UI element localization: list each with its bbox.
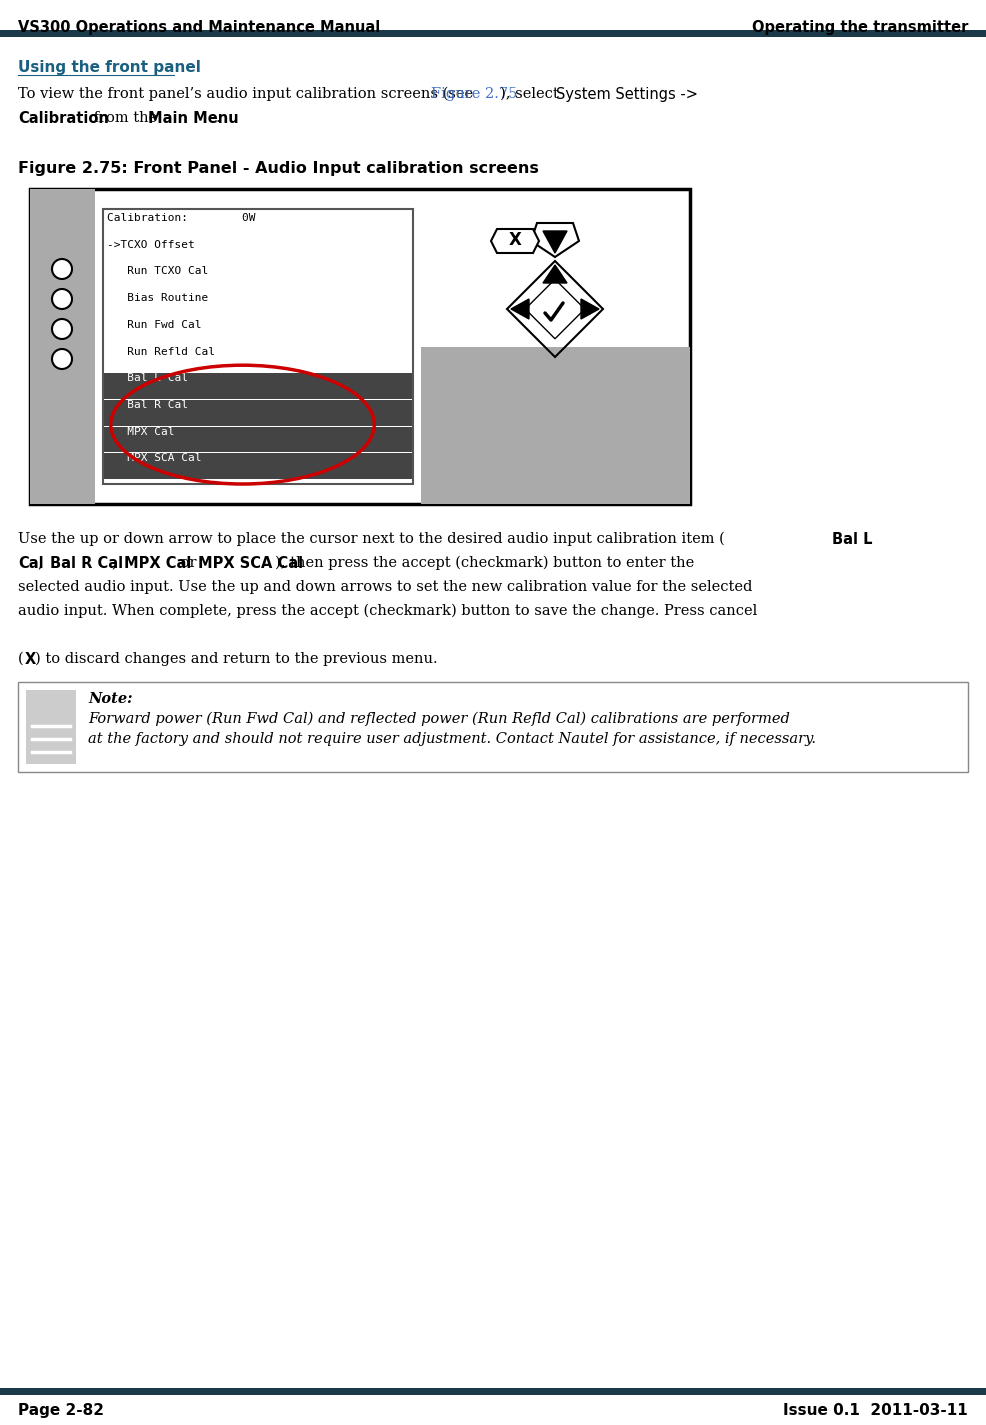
Text: ), then press the accept (checkmark) button to enter the: ), then press the accept (checkmark) but… (275, 556, 694, 570)
Text: Bal R Cal: Bal R Cal (50, 556, 123, 571)
Text: or: or (176, 556, 201, 570)
Polygon shape (543, 231, 567, 254)
Text: Using the front panel: Using the front panel (18, 60, 201, 76)
Text: (: ( (18, 653, 24, 665)
Bar (26, 690, 76, 764)
Text: audio input. When complete, press the accept (checkmark) button to save the chan: audio input. When complete, press the ac… (18, 604, 757, 618)
Text: Run Fwd Cal: Run Fwd Cal (107, 319, 201, 329)
Text: ) to discard changes and return to the previous menu.: ) to discard changes and return to the p… (35, 653, 438, 667)
Polygon shape (511, 299, 529, 319)
Text: Use the up or down arrow to place the cursor next to the desired audio input cal: Use the up or down arrow to place the cu… (18, 532, 725, 546)
Bar (30, 190, 690, 504)
Text: Cal: Cal (18, 556, 43, 571)
Text: Page 2-82: Page 2-82 (18, 1404, 104, 1418)
Circle shape (52, 289, 72, 309)
Text: Calibration: Calibration (18, 111, 108, 125)
Text: Figure 2.75: Front Panel - Audio Input calibration screens: Figure 2.75: Front Panel - Audio Input c… (18, 161, 539, 177)
Polygon shape (491, 229, 539, 254)
Polygon shape (543, 265, 567, 284)
Text: Figure 2.75: Figure 2.75 (431, 87, 518, 101)
Text: at the factory and should not require user adjustment. Contact Nautel for assist: at the factory and should not require us… (88, 732, 816, 747)
Text: Calibration:        0W: Calibration: 0W (107, 212, 255, 222)
Text: MPX SCA Cal: MPX SCA Cal (107, 453, 201, 463)
Circle shape (52, 319, 72, 339)
Text: MPX Cal: MPX Cal (124, 556, 191, 571)
Polygon shape (526, 279, 585, 339)
Polygon shape (581, 299, 599, 319)
Text: VS300 Operations and Maintenance Manual: VS300 Operations and Maintenance Manual (18, 20, 381, 36)
Bar (104, 400, 412, 426)
Bar (0, 30, 986, 37)
Text: selected audio input. Use the up and down arrows to set the new calibration valu: selected audio input. Use the up and dow… (18, 580, 752, 594)
Text: .: . (216, 111, 221, 125)
Text: Bal R Cal: Bal R Cal (107, 400, 188, 410)
Text: Forward power (Run Fwd Cal) and reflected power (Run Refld Cal) calibrations are: Forward power (Run Fwd Cal) and reflecte… (88, 712, 790, 727)
Text: Issue 0.1  2011-03-11: Issue 0.1 2011-03-11 (783, 1404, 968, 1418)
Text: Note:: Note: (88, 693, 132, 705)
Bar (104, 453, 412, 479)
Text: ), select: ), select (500, 87, 563, 101)
Text: Bal L: Bal L (832, 532, 873, 547)
Bar (104, 373, 412, 399)
Text: System Settings ->: System Settings -> (556, 87, 698, 103)
Bar (103, 209, 413, 484)
Text: MPX SCA Cal: MPX SCA Cal (198, 556, 303, 571)
Bar (421, 348, 690, 504)
Text: from the: from the (89, 111, 162, 125)
Text: To view the front panel’s audio input calibration screens (see: To view the front panel’s audio input ca… (18, 87, 478, 101)
Text: ,: , (38, 556, 47, 570)
Text: X: X (509, 231, 522, 249)
Bar (0, 1388, 986, 1395)
Text: Operating the transmitter: Operating the transmitter (751, 20, 968, 36)
Text: Bias Routine: Bias Routine (107, 294, 208, 304)
Text: Run Refld Cal: Run Refld Cal (107, 346, 215, 356)
Text: X: X (25, 653, 36, 667)
Circle shape (52, 259, 72, 279)
Text: Run TCXO Cal: Run TCXO Cal (107, 266, 208, 276)
Text: ,: , (112, 556, 121, 570)
Text: Bal L Cal: Bal L Cal (107, 373, 188, 383)
Text: Main Menu: Main Menu (148, 111, 239, 125)
Bar (104, 426, 412, 452)
Bar (30, 190, 95, 504)
Text: MPX Cal: MPX Cal (107, 426, 175, 436)
Bar (18, 683, 968, 772)
Text: ->TCXO Offset: ->TCXO Offset (107, 239, 195, 249)
Circle shape (52, 349, 72, 369)
